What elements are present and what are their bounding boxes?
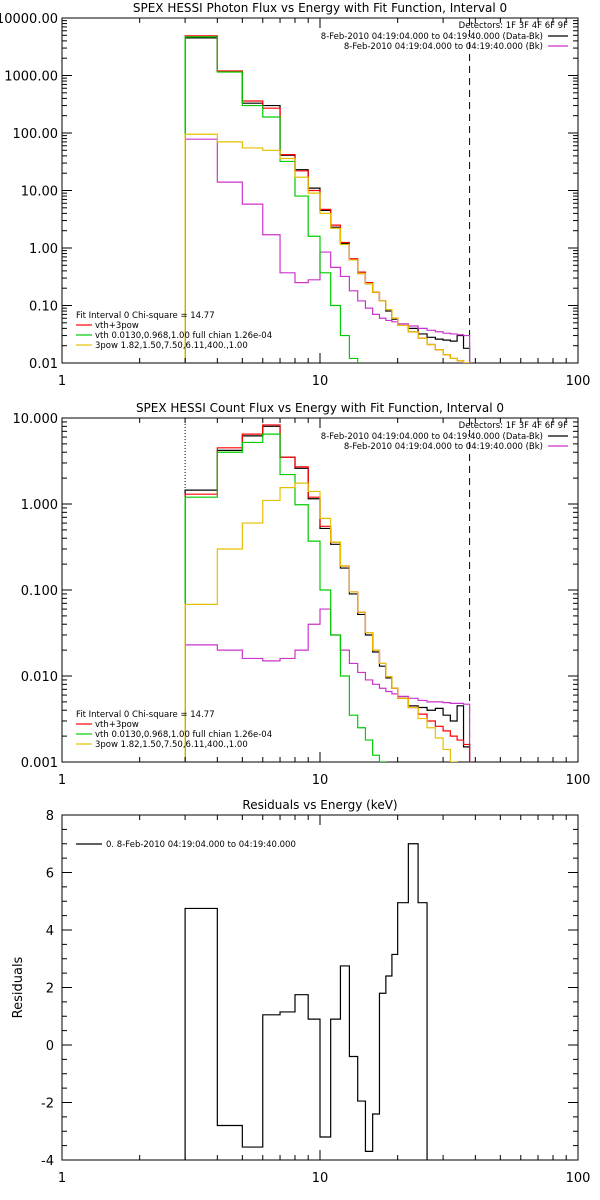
count-x-tick-label: 1 xyxy=(58,773,66,788)
count-series-vth-3pow xyxy=(184,424,471,762)
photon-data-area xyxy=(184,18,471,363)
count-legend-bottom-item: 3pow 1.82,1.50,7.50,6.11,400.,1.00 xyxy=(95,740,248,750)
count-series-3pow xyxy=(184,482,458,762)
photon-legend-top-item: 8-Feb-2010 04:19:04.000 to 04:19:40.000 … xyxy=(344,42,543,52)
photon-legend-bottom-item: vth 0.0130,0.968,1.00 full chian 1.26e-0… xyxy=(95,331,272,341)
count-x-tick-label: 100 xyxy=(566,773,591,788)
residuals-data-area xyxy=(184,843,428,1160)
count-detectors-label: Detectors: 1F 3F 4F 6F 9F xyxy=(459,421,568,431)
count-y-tick-label: 0.001 xyxy=(21,756,58,771)
residuals-y-tick-label: 8 xyxy=(46,809,54,824)
count-y-tick-label: 0.100 xyxy=(21,584,58,599)
photon-y-tick-label: 100.00 xyxy=(13,127,59,142)
photon-panel: SPEX HESSI Photon Flux vs Energy with Fi… xyxy=(0,1,590,389)
photon-x-tick-label: 100 xyxy=(566,374,591,389)
photon-title: SPEX HESSI Photon Flux vs Energy with Fi… xyxy=(133,1,507,15)
photon-y-tick-label: 0.10 xyxy=(29,300,58,315)
residuals-y-tick-label: 4 xyxy=(46,924,54,939)
photon-series-vth-3pow xyxy=(184,35,471,363)
count-legend-bottom-item: vth+3pow xyxy=(95,720,139,730)
residuals-y-tick-label: 2 xyxy=(46,982,54,997)
count-legend-bottom-item: vth 0.0130,0.968,1.00 full chian 1.26e-0… xyxy=(95,730,272,740)
count-title: SPEX HESSI Count Flux vs Energy with Fit… xyxy=(136,401,504,415)
count-legend-top-item: 8-Feb-2010 04:19:04.000 to 04:19:40.000 … xyxy=(344,442,543,452)
residuals-y-tick-label: -4 xyxy=(41,1154,54,1169)
residuals-x-tick-label: 100 xyxy=(566,1171,591,1186)
count-legend-bottom-item: Fit Interval 0 Chi-square = 14.77 xyxy=(76,710,215,720)
photon-x-tick-label: 1 xyxy=(58,374,66,389)
photon-series-3pow xyxy=(184,133,471,363)
count-y-tick-label: 1.000 xyxy=(21,498,58,513)
photon-y-tick-label: 1.00 xyxy=(29,242,58,257)
count-series-vth xyxy=(184,433,387,762)
photon-y-tick-label: 10.00 xyxy=(21,185,58,200)
photon-series-vth xyxy=(184,36,359,363)
residuals-x-tick-label: 1 xyxy=(58,1171,66,1186)
count-y-tick-label: 0.010 xyxy=(21,670,58,685)
photon-y-tick-label: 10000.00 xyxy=(0,12,58,27)
photon-x-tick-label: 10 xyxy=(312,374,329,389)
photon-legend-bottom-item: vth+3pow xyxy=(95,321,139,331)
count-data-area xyxy=(184,418,471,762)
count-legend-top-item: 8-Feb-2010 04:19:04.000 to 04:19:40.000 … xyxy=(321,432,543,442)
residuals-panel: Residuals vs Energy (keV) 1 10 100 8 6 4 2 0 -2 -4… xyxy=(11,798,590,1186)
photon-legend-bottom-item: Fit Interval 0 Chi-square = 14.77 xyxy=(76,311,215,321)
photon-legend-top-item: 8-Feb-2010 04:19:04.000 to 04:19:40.000 … xyxy=(321,32,543,42)
residuals-series-series xyxy=(184,843,428,1160)
count-series-bk xyxy=(184,608,471,762)
photon-y-tick-label: 1000.00 xyxy=(4,70,58,85)
residuals-y-axis-label: Residuals xyxy=(11,956,26,1018)
photon-series-data-bk xyxy=(184,37,471,363)
residuals-y-tick-label: 6 xyxy=(46,867,54,882)
count-y-tick-label: 10.000 xyxy=(13,412,59,427)
photon-detectors-label: Detectors: 1F 3F 4F 6F 9F xyxy=(459,21,568,31)
photon-series-bk xyxy=(184,138,471,363)
count-x-tick-label: 10 xyxy=(312,773,329,788)
residuals-y-tick-label: 0 xyxy=(46,1039,54,1054)
residuals-legend-item: 0. 8-Feb-2010 04:19:04.000 to 04:19:40.0… xyxy=(106,840,296,850)
residuals-title: Residuals vs Energy (keV) xyxy=(242,798,397,812)
photon-legend-bottom-item: 3pow 1.82,1.50,7.50,6.11,400.,1.00 xyxy=(95,341,248,351)
residuals-x-tick-label: 10 xyxy=(312,1171,329,1186)
photon-y-tick-label: 0.01 xyxy=(29,357,58,372)
count-panel: SPEX HESSI Count Flux vs Energy with Fit… xyxy=(13,401,591,788)
residuals-y-tick-label: -2 xyxy=(41,1097,54,1112)
